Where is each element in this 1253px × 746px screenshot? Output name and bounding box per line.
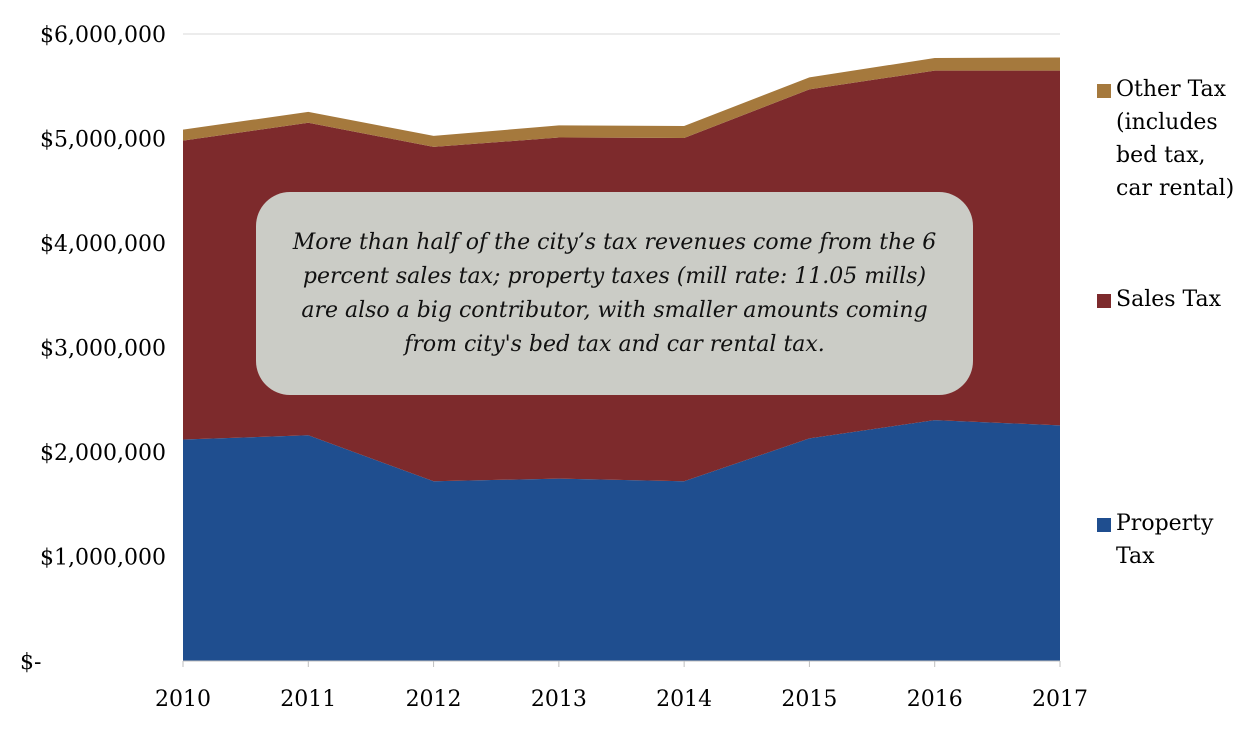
x-tick-label: 2014 (656, 687, 712, 712)
y-tick-label: $3,000,000 (40, 337, 166, 362)
legend-label-line: Other Tax (1116, 77, 1227, 102)
legend-swatch (1097, 294, 1111, 308)
x-tick-label: 2017 (1032, 687, 1088, 712)
x-tick-label: 2016 (907, 687, 963, 712)
y-tick-label: $5,000,000 (40, 128, 166, 153)
legend: Other Tax (includes bed tax, car rental) Sal… (1097, 77, 1234, 569)
legend-label-line: bed tax, (1116, 143, 1206, 168)
legend-swatch (1097, 84, 1111, 98)
y-tick-label: $1,000,000 (40, 546, 166, 571)
legend-label-line: Sales Tax (1116, 287, 1222, 312)
y-tick-label: $4,000,000 (40, 232, 166, 257)
area-series-1 (183, 420, 1060, 661)
y-tick-label: $- (20, 650, 41, 675)
area-series-3 (183, 57, 1060, 147)
x-axis-tick-labels: 2010 2011 2012 2013 2014 2015 2016 2017 (155, 687, 1088, 712)
annotation-text: More than half of the city’s tax revenue… (292, 229, 937, 357)
x-tick-label: 2013 (531, 687, 587, 712)
annotation-callout: More than half of the city’s tax revenue… (256, 192, 973, 395)
x-tick-label: 2015 (781, 687, 837, 712)
legend-label-line: Property (1116, 511, 1214, 536)
y-tick-label: $2,000,000 (40, 441, 166, 466)
y-axis-tick-labels: $- $1,000,000 $2,000,000 $3,000,000 $4,000,0… (20, 23, 166, 675)
x-tick-label: 2012 (406, 687, 462, 712)
axes (182, 660, 1061, 667)
legend-swatch (1097, 518, 1111, 532)
x-tick-label: 2010 (155, 687, 211, 712)
legend-label-line: car rental) (1116, 176, 1234, 201)
y-tick-label: $6,000,000 (40, 23, 166, 48)
legend-label-line: (includes (1116, 110, 1218, 135)
x-tick-label: 2011 (280, 687, 336, 712)
legend-label-line: Tax (1116, 544, 1155, 569)
